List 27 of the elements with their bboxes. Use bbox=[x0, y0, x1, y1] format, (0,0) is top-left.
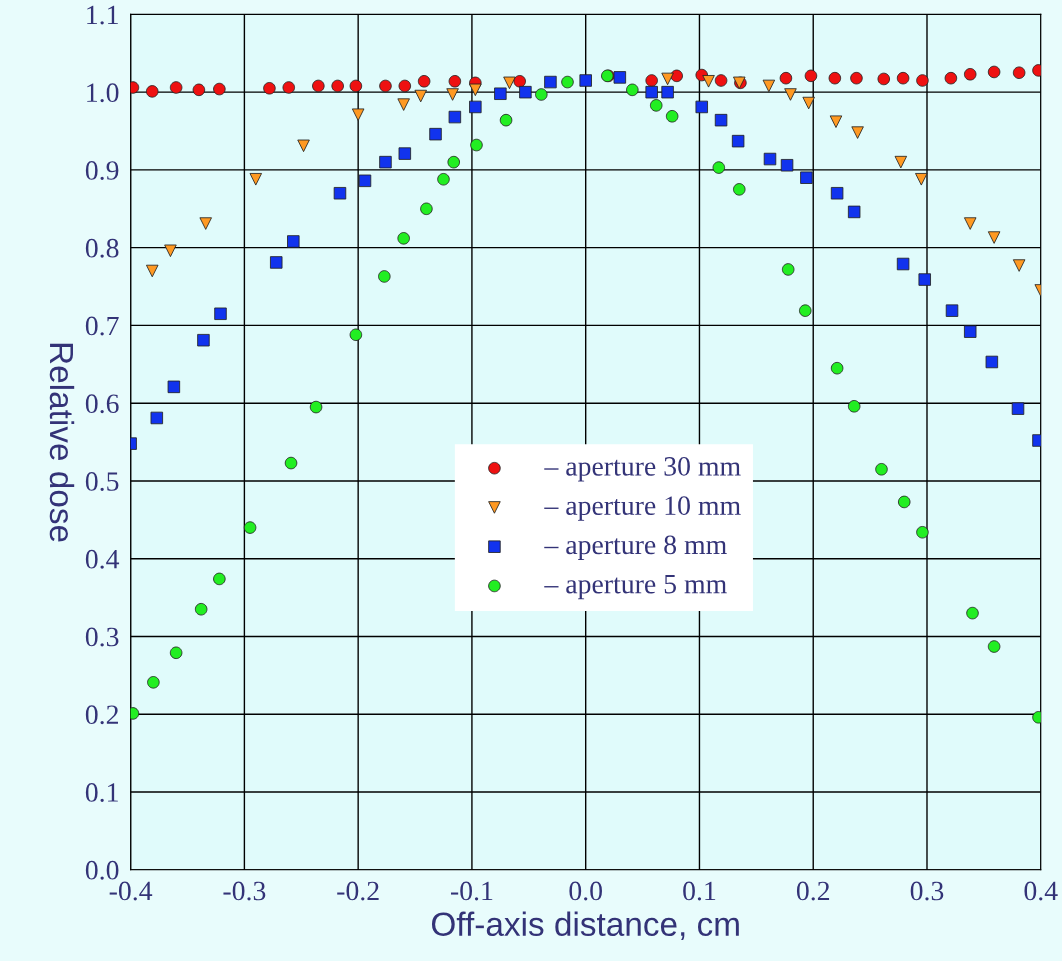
x-tick-label: 0.3 bbox=[910, 881, 944, 901]
y-tick-label: 0.1 bbox=[85, 783, 118, 802]
y-axis-title: Relative dose bbox=[49, 343, 75, 542]
y-tick-label: 0.2 bbox=[85, 705, 118, 725]
y-tick-label: 1.1 bbox=[87, 5, 118, 25]
y-tick-label: 0.4 bbox=[85, 549, 120, 569]
y-tick-label: 0.7 bbox=[85, 316, 119, 336]
y-tick-label: 0.0 bbox=[85, 860, 119, 880]
y-tick-label: 0.5 bbox=[85, 472, 119, 491]
x-tick-label: 0.2 bbox=[796, 881, 830, 901]
legend-label: – aperture 30 mm bbox=[544, 457, 741, 482]
y-tick-label: 0.6 bbox=[85, 394, 119, 414]
x-tick-label: -0.2 bbox=[337, 881, 379, 901]
legend-label: – aperture 5 mm bbox=[544, 575, 727, 600]
legend-label: – aperture 10 mm bbox=[544, 496, 741, 521]
legend-label: – aperture 8 mm bbox=[544, 535, 727, 560]
y-tick-label: 1.0 bbox=[87, 83, 119, 103]
y-tick-label: 0.9 bbox=[85, 161, 119, 180]
x-tick-label: 0.0 bbox=[569, 881, 602, 901]
y-tick-label: 0.3 bbox=[85, 627, 119, 647]
y-tick-label: 0.8 bbox=[85, 238, 119, 258]
x-tick-label: -0.1 bbox=[450, 881, 493, 901]
x-tick-label: -0.3 bbox=[223, 881, 266, 901]
x-tick-label: -0.4 bbox=[109, 881, 153, 901]
x-axis-title: Off-axis distance, cm bbox=[431, 911, 739, 940]
x-tick-label: 0.4 bbox=[1024, 881, 1058, 901]
x-tick-label: 0.1 bbox=[683, 881, 716, 901]
